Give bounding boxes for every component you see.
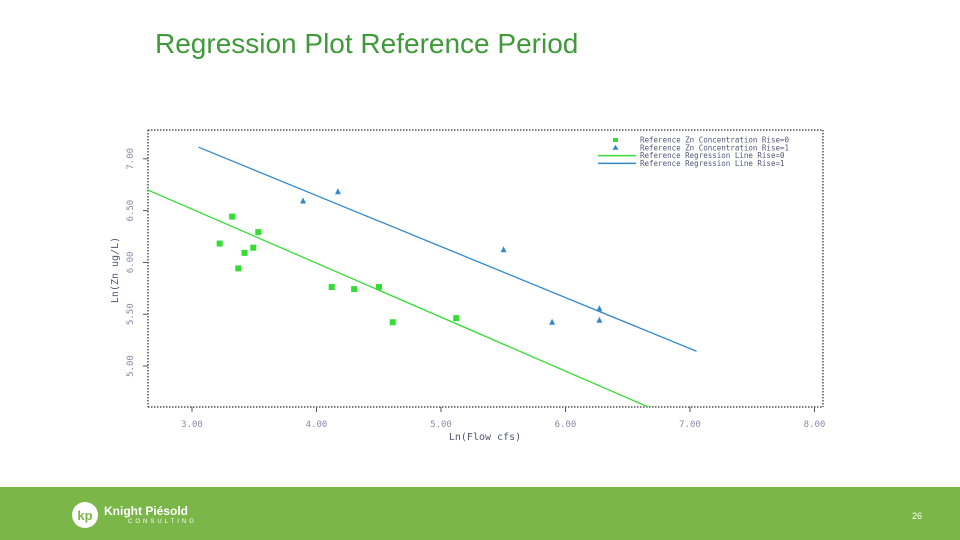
data-point-rise1	[500, 246, 507, 253]
data-point-rise0	[250, 244, 257, 251]
x-axis: 3.00 4.00 5.00 6.00 7.00 8.00	[181, 407, 825, 430]
data-point-rise0	[235, 265, 242, 272]
x-tick-label: 7.00	[679, 420, 701, 430]
x-tick-label: 5.00	[430, 420, 452, 430]
data-point-rise0	[241, 249, 248, 256]
legend: Reference Zn Concentration Rise=0Referen…	[598, 136, 789, 168]
data-point-rise1	[596, 316, 603, 323]
footer: kp Knight Piésold CONSULTING 26	[0, 487, 960, 540]
data-point-rise0	[255, 229, 262, 236]
legend-swatch-triangle	[612, 144, 619, 150]
data-point-rise0	[216, 240, 223, 247]
regression-line-rise0	[148, 189, 650, 407]
series-layer	[148, 146, 697, 407]
data-point-rise0	[453, 315, 460, 322]
y-tick-label: 6.00	[126, 252, 136, 274]
data-point-rise1	[596, 305, 603, 312]
data-point-rise0	[229, 213, 236, 220]
x-tick-label: 8.00	[804, 420, 826, 430]
y-tick-label: 5.50	[126, 303, 136, 325]
legend-swatch-square	[613, 138, 618, 142]
y-tick-label: 7.00	[126, 148, 136, 170]
data-point-rise0	[351, 286, 358, 293]
regression-chart: 3.00 4.00 5.00 6.00 7.00 8.00 5.00 5.50 6.00 6.5…	[110, 129, 825, 443]
x-tick-label: 3.00	[181, 420, 203, 430]
x-axis-title: Ln(Flow cfs)	[449, 432, 521, 443]
x-tick-label: 4.00	[306, 420, 328, 430]
page-number: 26	[912, 511, 923, 521]
data-point-rise1	[334, 188, 341, 195]
data-point-rise0	[328, 284, 335, 291]
slide-title: Regression Plot Reference Period	[155, 28, 579, 59]
legend-label: Reference Regression Line Rise=1	[640, 159, 785, 168]
y-axis-title: Ln(Zn ug/L)	[110, 237, 121, 303]
legend-label: Reference Zn Concentration Rise=1	[640, 143, 789, 152]
company-name: Knight Piésold	[104, 503, 188, 518]
data-point-rise1	[300, 197, 307, 204]
regression-line-rise1	[198, 146, 697, 352]
plot-frame	[147, 129, 824, 408]
company-logo: kp Knight Piésold CONSULTING	[72, 502, 197, 528]
data-point-rise0	[389, 319, 396, 326]
y-tick-label: 5.00	[126, 355, 136, 377]
logo-mark-icon: kp	[72, 502, 98, 528]
data-point-rise0	[376, 284, 383, 291]
company-subtitle: CONSULTING	[128, 518, 197, 525]
legend-label: Reference Regression Line Rise=0	[640, 151, 785, 160]
y-axis: 5.00 5.50 6.00 6.50 7.00	[126, 148, 148, 377]
y-tick-label: 6.50	[126, 200, 136, 222]
legend-label: Reference Zn Concentration Rise=0	[640, 136, 789, 145]
data-point-rise1	[549, 318, 556, 325]
x-tick-label: 6.00	[555, 420, 577, 430]
